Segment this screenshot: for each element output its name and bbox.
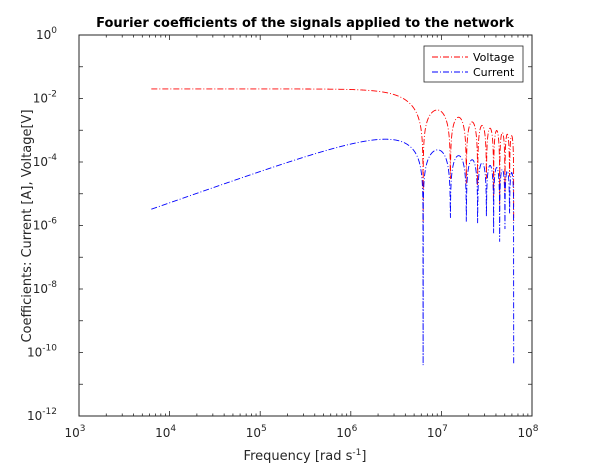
x-axis-label-sup: -1 [352,448,361,458]
legend-box [423,45,524,83]
series-line-voltage [151,88,515,223]
y-axis-label: Coefficients: Current [A], Voltage[V] [20,109,35,342]
x-tick-label: 105 [246,424,267,440]
x-tick-label: 104 [155,424,176,440]
x-tick-label: 106 [336,424,357,440]
y-tick-label: 10-2 [33,90,57,106]
x-tick-label: 103 [64,424,85,440]
y-tick-label: 10-10 [27,344,57,360]
plot-area [79,35,532,416]
x-tick-label: 108 [517,424,538,440]
y-tick-label: 10-6 [33,217,58,233]
chart-title: Fourier coefficients of the signals appl… [96,16,514,31]
legend-label-current: Current [473,66,515,79]
legend-label-voltage: Voltage [473,51,514,64]
y-tick-label: 10-4 [33,153,58,169]
y-tick-label: 10-12 [27,407,57,423]
x-axis-label-main: Frequency [rad s [244,449,353,464]
series-line-current [151,138,515,366]
y-tick-label: 100 [36,26,57,42]
x-tick-label: 107 [427,424,448,440]
x-axis-label: Frequency [rad s-1] [244,448,367,464]
x-axis-label-end: ] [361,449,366,464]
legend: Voltage Current [423,45,524,83]
y-tick-label: 10-8 [33,280,58,296]
